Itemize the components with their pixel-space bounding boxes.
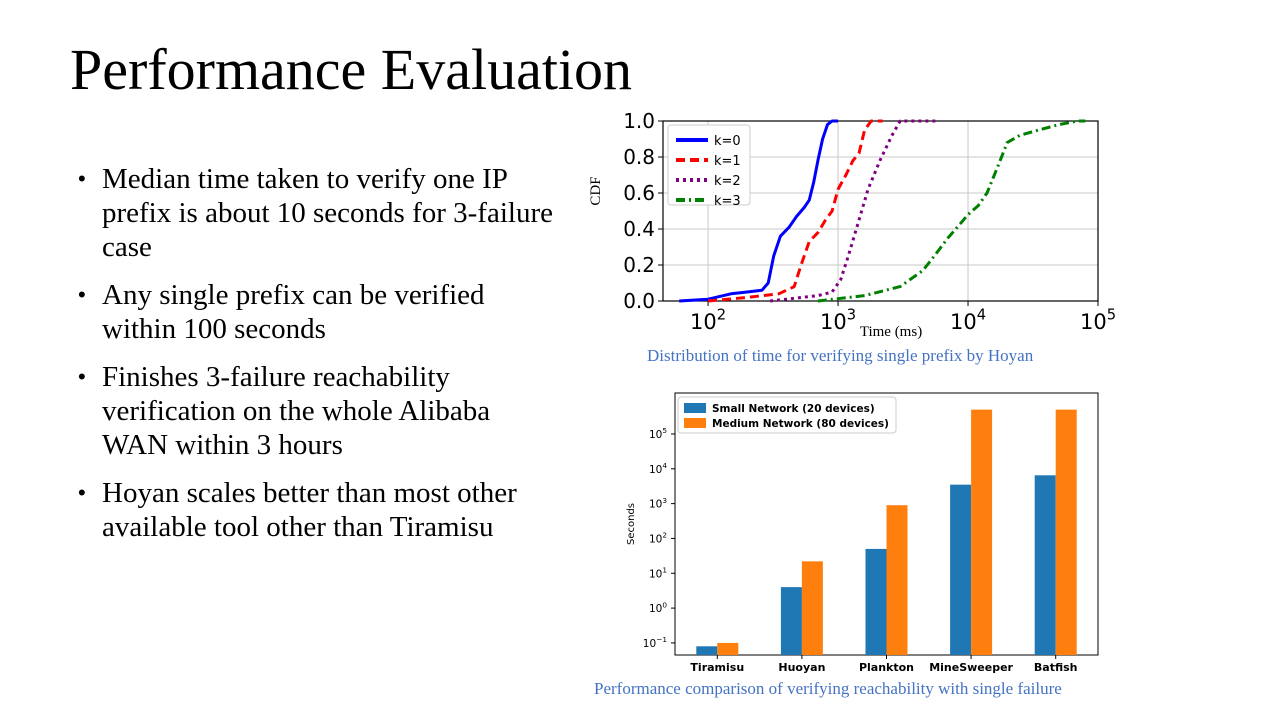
- bar-y-tick-label: 102: [649, 531, 667, 546]
- cdf-y-tick-label: 0.6: [623, 181, 655, 205]
- bar-legend-swatch: [684, 418, 706, 428]
- bar-y-tick-label: 101: [649, 566, 667, 581]
- bar-legend-label: Small Network (20 devices): [712, 403, 875, 415]
- cdf-y-tick-label: 0.0: [623, 289, 655, 313]
- bar-rect: [971, 409, 993, 655]
- bullet-list: • Median time taken to verify one IP pref…: [78, 162, 558, 558]
- cdf-series-line: [679, 119, 838, 303]
- bar-caption: Performance comparison of verifying reac…: [594, 679, 1062, 698]
- bullet-item: • Any single prefix can be verified withi…: [78, 278, 558, 346]
- cdf-y-tick-label: 0.4: [623, 217, 655, 241]
- cdf-y-tick-label: 0.8: [623, 145, 655, 169]
- bar-rect: [865, 548, 887, 655]
- bullet-dot: •: [78, 480, 86, 505]
- bar-y-tick-label: 103: [649, 496, 667, 511]
- cdf-caption: Distribution of time for verifying singl…: [647, 346, 1034, 365]
- bar-rect: [1034, 475, 1056, 655]
- bullet-dot: •: [78, 282, 86, 307]
- bar-x-tick-label: Tiramisu: [690, 661, 744, 674]
- bar-y-tick-label: 105: [649, 426, 667, 441]
- bar-legend-swatch: [684, 403, 706, 413]
- bar-rect: [717, 642, 739, 655]
- cdf-legend-label: k=3: [714, 194, 741, 209]
- cdf-series-line: [769, 119, 940, 303]
- cdf-x-tick-label: 105: [1080, 307, 1116, 334]
- bar-y-tick-label: 104: [649, 461, 667, 476]
- bullet-dot: •: [78, 166, 86, 191]
- slide-title: Performance Evaluation: [70, 37, 633, 102]
- bar-rect: [1055, 409, 1077, 655]
- bar-x-tick-label: Batfish: [1034, 661, 1078, 674]
- bar-legend-label: Medium Network (80 devices): [712, 418, 889, 430]
- bullet-item: • Hoyan scales better than most other ava…: [78, 476, 558, 544]
- bullet-text: Any single prefix can be verified within…: [102, 279, 485, 345]
- bar-x-tick-label: Plankton: [859, 661, 914, 674]
- bar-rect: [886, 505, 908, 655]
- bar-chart: 10−1 100 101 102 103 104 105 Seconds Tiramisu Huo…: [626, 392, 1099, 674]
- bar-legend-box: [677, 396, 897, 434]
- cdf-x-tick-label: 103: [820, 307, 856, 334]
- bar-x-tick-label: MineSweeper: [929, 661, 1013, 674]
- bullet-item: • Median time taken to verify one IP pref…: [78, 162, 558, 264]
- cdf-series-line: [707, 119, 883, 303]
- bullet-text: Hoyan scales better than most other avai…: [102, 477, 517, 543]
- cdf-x-tick-label: 104: [950, 307, 986, 334]
- bullet-text: Median time taken to verify one IP prefi…: [102, 163, 553, 263]
- cdf-legend-label: k=1: [714, 154, 741, 169]
- bar-rect: [780, 587, 802, 655]
- bar-y-tick-label: 100: [649, 600, 667, 615]
- cdf-chart: 0.0 0.2 0.4 0.6 0.8 1.0 102 103 104 105 Time (ms) C…: [588, 109, 1116, 340]
- bullet-dot: •: [78, 364, 86, 389]
- bar-y-tick-label: 10−1: [643, 635, 667, 650]
- cdf-y-tick-label: 0.2: [623, 253, 655, 277]
- bar-rect: [801, 561, 823, 655]
- cdf-legend-label: k=2: [714, 174, 741, 189]
- bar-rect: [696, 646, 718, 655]
- bullet-text: Finishes 3-failure reachability verifica…: [102, 361, 491, 461]
- bullet-item: • Finishes 3-failure reachability verific…: [78, 360, 558, 462]
- cdf-y-axis-label: CDF: [588, 176, 604, 205]
- cdf-legend-label: k=0: [714, 134, 741, 149]
- bar-rect: [950, 484, 972, 655]
- cdf-series-line: [817, 119, 1086, 303]
- cdf-y-tick-label: 1.0: [623, 109, 655, 133]
- bar-x-tick-label: Huoyan: [778, 661, 825, 674]
- cdf-x-axis-label: Time (ms): [860, 324, 922, 340]
- cdf-x-tick-label: 102: [690, 307, 726, 334]
- bar-y-axis-label: Seconds: [626, 503, 637, 545]
- cdf-legend-box: [667, 124, 751, 206]
